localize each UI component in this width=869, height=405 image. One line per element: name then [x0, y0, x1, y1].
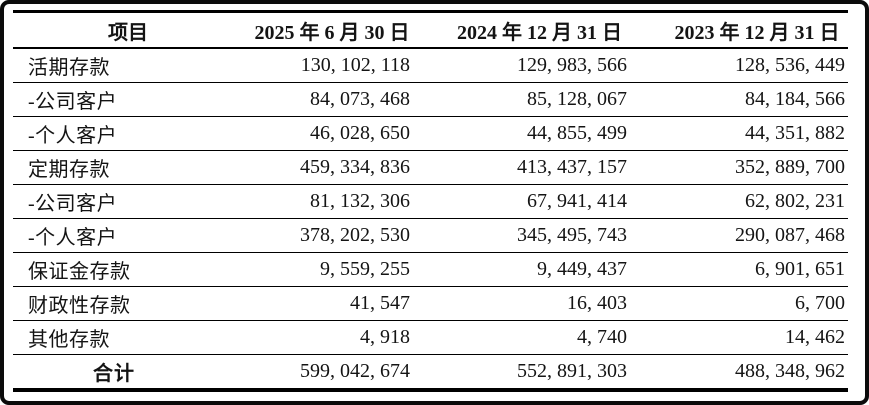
row-label: 财政性存款 [13, 286, 216, 321]
row-label: -公司客户 [13, 184, 216, 219]
row-label: 活期存款 [13, 48, 216, 83]
row-value-2024: 552, 891, 303 [517, 360, 628, 382]
row-value-2023: 6, 700 [630, 286, 848, 321]
table-row: 财政性存款 41, 547 16, 403 6, 700 [13, 286, 848, 321]
row-value-2025: 599, 042, 674 [299, 360, 410, 382]
row-label: 保证金存款 [13, 252, 216, 287]
deposits-table: 项目 2025 年 6 月 30 日 2024 年 12 月 31 日 2023… [13, 10, 848, 392]
table-row: -公司客户 84, 073, 468 85, 128, 067 84, 184,… [13, 82, 848, 117]
row-value-2025: 41, 547 [215, 286, 413, 321]
row-value-2024: 4, 740 [412, 320, 631, 355]
row-value-2024: 129, 983, 566 [412, 48, 631, 83]
row-value-2023: 488, 348, 962 [735, 360, 845, 382]
column-header-2025-06-30: 2025 年 6 月 30 日 [215, 11, 413, 49]
row-value-2023: 44, 351, 882 [630, 116, 848, 151]
row-value-2023: 128, 536, 449 [630, 48, 848, 83]
row-value-2024: 413, 437, 157 [412, 150, 631, 185]
row-label: 定期存款 [13, 150, 216, 185]
row-value-2024: 345, 495, 743 [412, 218, 631, 253]
column-header-2024-12-31: 2024 年 12 月 31 日 [412, 11, 631, 49]
table-row: -公司客户 81, 132, 306 67, 941, 414 62, 802,… [13, 184, 848, 219]
table-row: 其他存款 4, 918 4, 740 14, 462 [13, 320, 848, 355]
table-row: -个人客户 46, 028, 650 44, 855, 499 44, 351,… [13, 116, 848, 151]
row-value-2025: 130, 102, 118 [215, 48, 413, 83]
row-value-2024: 44, 855, 499 [412, 116, 631, 151]
total-row: 合计 599, 042, 674 552, 891, 303 488, 348,… [13, 355, 848, 391]
table-row: -个人客户 378, 202, 530 345, 495, 743 290, 0… [13, 218, 848, 253]
table-header: 项目 2025 年 6 月 30 日 2024 年 12 月 31 日 2023… [13, 11, 848, 49]
row-label: 其他存款 [13, 320, 216, 355]
row-label: -个人客户 [13, 218, 216, 253]
row-value-2023: 14, 462 [630, 320, 848, 355]
row-value-2024: 16, 403 [412, 286, 631, 321]
table-row: 定期存款 459, 334, 836 413, 437, 157 352, 88… [13, 150, 848, 185]
header-row: 项目 2025 年 6 月 30 日 2024 年 12 月 31 日 2023… [13, 11, 848, 49]
row-value-2025: 459, 334, 836 [215, 150, 413, 185]
row-value-2023: 352, 889, 700 [630, 150, 848, 185]
row-value-2024: 85, 128, 067 [412, 82, 631, 117]
row-label: 合计 [93, 363, 136, 385]
row-label: -个人客户 [13, 116, 216, 151]
row-value-2023: 290, 087, 468 [630, 218, 848, 253]
row-value-2024: 9, 449, 437 [412, 252, 631, 287]
row-value-2025: 81, 132, 306 [215, 184, 413, 219]
row-value-2025: 46, 028, 650 [215, 116, 413, 151]
row-value-2025: 378, 202, 530 [215, 218, 413, 253]
row-value-2023: 6, 901, 651 [630, 252, 848, 287]
row-value-2023: 62, 802, 231 [630, 184, 848, 219]
column-header-item: 项目 [13, 11, 216, 49]
row-value-2025: 84, 073, 468 [215, 82, 413, 117]
row-label: -公司客户 [13, 82, 216, 117]
table-body: 活期存款 130, 102, 118 129, 983, 566 128, 53… [13, 48, 848, 390]
row-value-2023: 84, 184, 566 [630, 82, 848, 117]
row-value-2025: 4, 918 [215, 320, 413, 355]
column-header-2023-12-31: 2023 年 12 月 31 日 [630, 11, 848, 49]
row-value-2024: 67, 941, 414 [412, 184, 631, 219]
table-row: 保证金存款 9, 559, 255 9, 449, 437 6, 901, 65… [13, 252, 848, 287]
table-row: 活期存款 130, 102, 118 129, 983, 566 128, 53… [13, 48, 848, 83]
row-value-2025: 9, 559, 255 [215, 252, 413, 287]
